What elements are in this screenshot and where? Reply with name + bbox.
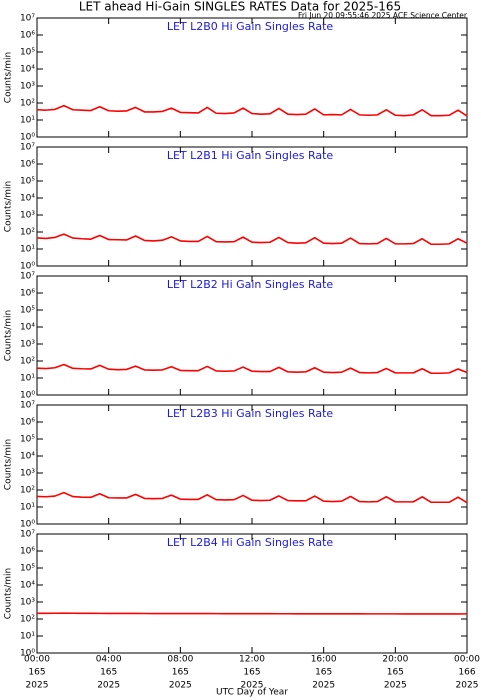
y-tick-label: 10² <box>20 357 35 367</box>
x-tick-year: 2025 <box>456 681 479 691</box>
y-tick-label: 10⁴ <box>20 452 35 462</box>
x-tick-label: 00:00 <box>24 655 50 665</box>
y-tick-label: 10¹ <box>20 116 35 126</box>
x-tick-year: 2025 <box>312 681 335 691</box>
data-line <box>36 104 468 117</box>
y-tick-label: 10³ <box>20 82 35 92</box>
x-tick-label: 04:00 <box>96 655 122 665</box>
y-tick-label: 10⁵ <box>20 48 35 58</box>
x-tick-year: 2025 <box>384 681 407 691</box>
x-tick-year: 2025 <box>169 681 192 691</box>
y-tick-label: 10⁰ <box>20 520 35 530</box>
panel-title: LET L2B4 Hi Gain Singles Rate <box>167 536 334 549</box>
x-tick-label: 12:00 <box>239 655 265 665</box>
y-tick-label: 10¹ <box>20 632 35 642</box>
y-tick-label: 10⁵ <box>20 177 35 187</box>
plot-frame <box>36 533 468 654</box>
data-line <box>37 612 468 615</box>
y-tick-label: 10⁷ <box>20 272 35 282</box>
y-axis-label: Counts/min <box>4 568 14 619</box>
y-axis-label: Counts/min <box>4 52 14 103</box>
x-tick-day: 165 <box>172 668 189 678</box>
y-tick-label: 10⁷ <box>20 401 35 411</box>
x-tick-day: 165 <box>28 668 45 678</box>
y-tick-label: 10⁵ <box>20 564 35 574</box>
panel-title: LET L2B2 Hi Gain Singles Rate <box>167 278 334 291</box>
y-tick-label: 10⁰ <box>20 649 35 659</box>
x-tick-label: 00:00 <box>454 655 480 665</box>
x-tick-year: 2025 <box>241 681 264 691</box>
y-axis-label: Counts/min <box>4 310 14 361</box>
y-tick-label: 10² <box>20 486 35 496</box>
y-tick-label: 10⁴ <box>20 581 35 591</box>
y-tick-label: 10⁰ <box>20 391 35 401</box>
y-tick-label: 10⁵ <box>20 435 35 445</box>
y-tick-label: 10² <box>20 615 35 625</box>
y-tick-label: 10⁶ <box>20 31 35 41</box>
x-tick-day: 165 <box>315 668 332 678</box>
x-tick-day: 165 <box>243 668 260 678</box>
y-tick-label: 10⁶ <box>20 547 35 557</box>
y-tick-label: 10⁷ <box>20 14 35 24</box>
y-tick-label: 10¹ <box>20 503 35 513</box>
y-tick-label: 10⁴ <box>20 65 35 75</box>
y-tick-label: 10⁷ <box>20 143 35 153</box>
y-tick-label: 10¹ <box>20 245 35 255</box>
y-tick-label: 10⁵ <box>20 306 35 316</box>
panel-title: LET L2B1 Hi Gain Singles Rate <box>167 149 334 162</box>
data-line <box>36 491 468 504</box>
chart-title: LET ahead Hi-Gain SINGLES RATES Data for… <box>79 0 401 14</box>
y-tick-label: 10² <box>20 99 35 109</box>
y-tick-label: 10¹ <box>20 374 35 384</box>
y-tick-label: 10⁶ <box>20 418 35 428</box>
y-tick-label: 10³ <box>20 598 35 608</box>
x-tick-day: 165 <box>387 668 404 678</box>
x-tick-year: 2025 <box>26 681 49 691</box>
x-tick-label: 16:00 <box>311 655 337 665</box>
y-axis-label: Counts/min <box>4 181 14 232</box>
data-line <box>36 363 468 375</box>
x-tick-day: 166 <box>458 668 475 678</box>
x-tick-year: 2025 <box>97 681 120 691</box>
y-tick-label: 10⁶ <box>20 289 35 299</box>
y-tick-label: 10³ <box>20 469 35 479</box>
plot-frame <box>36 275 468 396</box>
y-tick-label: 10³ <box>20 211 35 221</box>
y-tick-label: 10⁶ <box>20 160 35 170</box>
y-tick-label: 10⁰ <box>20 133 35 143</box>
timestamp: Fri Jun 20 09:55:46 2025 ACE Science Cen… <box>298 11 468 20</box>
y-tick-label: 10³ <box>20 340 35 350</box>
y-axis-label: Counts/min <box>4 439 14 490</box>
plot-frame <box>36 146 468 267</box>
y-tick-label: 10⁴ <box>20 323 35 333</box>
y-tick-label: 10⁴ <box>20 194 35 204</box>
plot-frame <box>36 404 468 525</box>
plot-frame <box>36 17 468 138</box>
x-axis-label: UTC Day of Year <box>216 688 288 698</box>
x-tick-label: 08:00 <box>167 655 193 665</box>
y-tick-label: 10² <box>20 228 35 238</box>
panel-title: LET L2B3 Hi Gain Singles Rate <box>167 407 334 420</box>
y-tick-label: 10⁷ <box>20 530 35 540</box>
x-tick-day: 165 <box>100 668 117 678</box>
x-tick-label: 20:00 <box>382 655 408 665</box>
panel-title: LET L2B0 Hi Gain Singles Rate <box>167 20 334 33</box>
y-tick-label: 10⁰ <box>20 262 35 272</box>
data-line <box>36 233 468 246</box>
